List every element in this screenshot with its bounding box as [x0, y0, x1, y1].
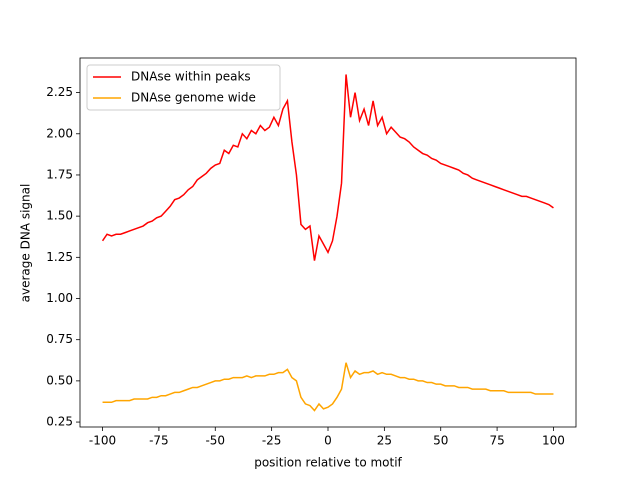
x-tick-label: 0: [324, 434, 332, 448]
y-tick-label: 1.00: [46, 291, 73, 305]
x-tick-label: 25: [377, 434, 392, 448]
x-tick-label: 50: [433, 434, 448, 448]
legend-label: DNAse within peaks: [131, 70, 251, 84]
y-tick-label: 0.50: [46, 373, 73, 387]
y-tick-label: 2.25: [46, 85, 73, 99]
x-axis-label: position relative to motif: [254, 456, 402, 470]
data-line: [102, 362, 554, 412]
y-tick-label: 1.75: [46, 167, 73, 181]
y-tick-label: 0.25: [46, 415, 73, 429]
data-line: [101, 74, 554, 261]
x-tick-label: -25: [262, 434, 282, 448]
y-axis-label: average DNA signal: [19, 184, 33, 303]
x-tick-label: -100: [89, 434, 116, 448]
x-tick-label: 75: [489, 434, 504, 448]
y-tick-label: 1.25: [46, 250, 73, 264]
y-tick-label: 0.75: [46, 332, 73, 346]
y-tick-label: 1.50: [46, 209, 73, 223]
y-tick-label: 2.00: [46, 126, 73, 140]
x-tick-label: -50: [205, 434, 225, 448]
x-tick-label: -75: [149, 434, 169, 448]
legend-label: DNAse genome wide: [131, 91, 256, 105]
plot-frame: [79, 57, 577, 428]
x-tick-label: 100: [542, 434, 565, 448]
legend-box: [86, 64, 281, 111]
